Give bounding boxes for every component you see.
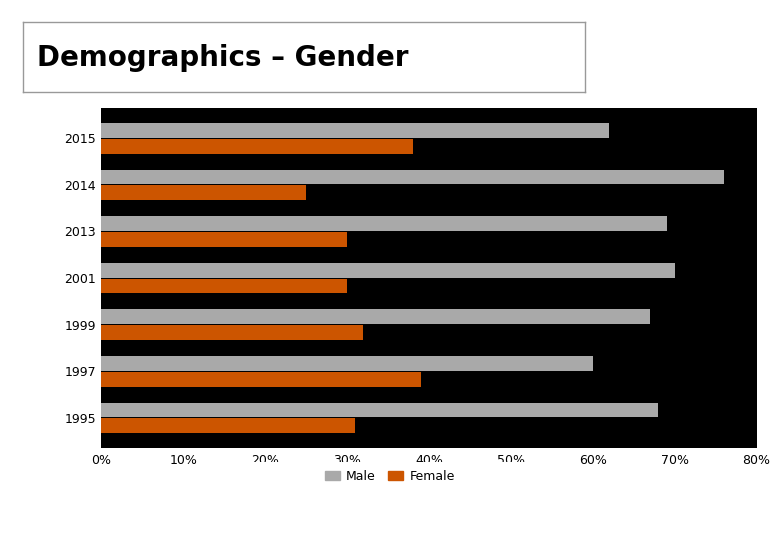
Bar — [101, 325, 363, 340]
Bar — [101, 309, 651, 324]
Bar — [101, 170, 724, 185]
Bar — [101, 216, 667, 231]
Legend: Male, Female: Male, Female — [320, 465, 460, 488]
Bar — [101, 372, 421, 387]
Bar — [101, 279, 347, 293]
Bar — [101, 123, 609, 138]
Bar — [101, 263, 675, 278]
Bar — [101, 139, 413, 154]
Bar — [101, 418, 356, 433]
Bar — [101, 356, 593, 371]
Bar — [101, 185, 307, 200]
Bar — [101, 402, 658, 417]
Text: Demographics – Gender: Demographics – Gender — [37, 44, 409, 72]
Bar — [101, 232, 347, 247]
